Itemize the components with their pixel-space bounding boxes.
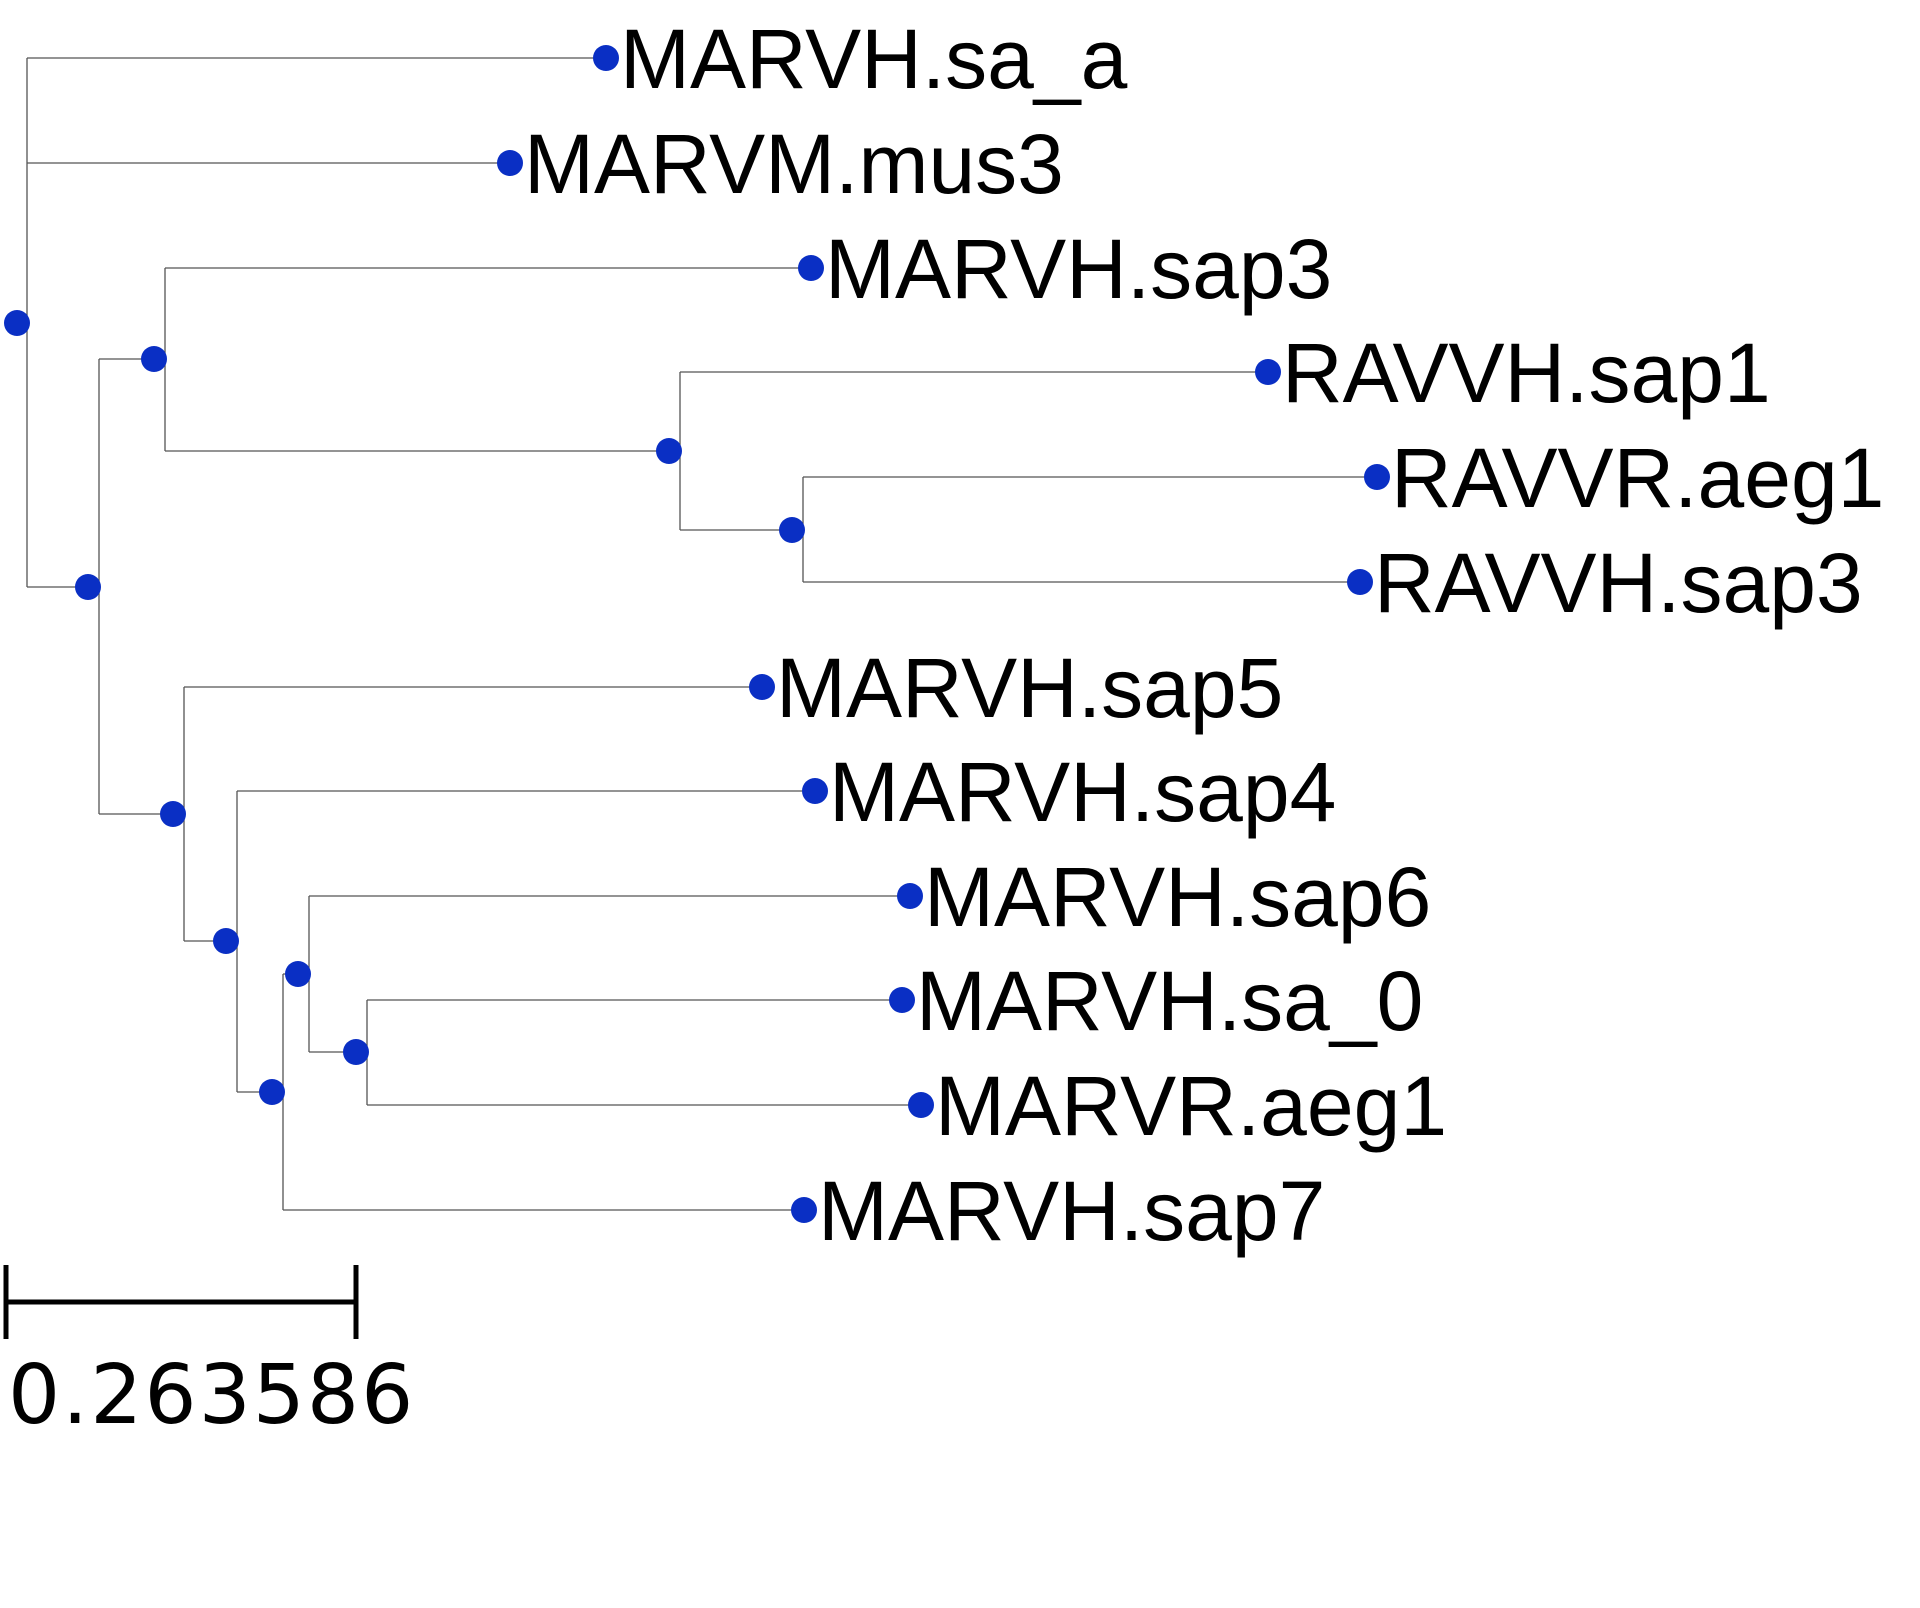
leaf-label: MARVH.sa_a: [620, 12, 1128, 106]
leaf-node-dot: [1255, 359, 1281, 385]
leaf-node-dot: [1347, 569, 1373, 595]
leaf-label: MARVH.sap7: [818, 1164, 1325, 1258]
leaf-node-dot: [749, 674, 775, 700]
internal-node-dot: [4, 310, 30, 336]
leaf-label: RAVVH.sap1: [1282, 326, 1771, 420]
leaf-node-dot: [897, 883, 923, 909]
leaf-label: MARVM.mus3: [524, 117, 1064, 211]
internal-node-dot: [160, 801, 186, 827]
leaf-label: RAVVR.aeg1: [1391, 431, 1884, 525]
leaf-node-dot: [802, 778, 828, 804]
internal-node-dot: [75, 574, 101, 600]
scale-bar-label: 0.263586: [8, 1348, 415, 1443]
leaf-node-dot: [497, 150, 523, 176]
internal-node-dot: [141, 346, 167, 372]
leaf-node-dot: [791, 1197, 817, 1223]
leaf-node-dot: [908, 1092, 934, 1118]
leaf-node-dot: [798, 255, 824, 281]
internal-node-dot: [656, 438, 682, 464]
leaf-node-dot: [889, 987, 915, 1013]
leaf-labels: MARVH.sa_a MARVM.mus3 MARVH.sap3 RAVVH.sap1…: [524, 12, 1884, 1258]
leaf-label: MARVH.sap4: [829, 745, 1336, 839]
internal-node-dot: [213, 928, 239, 954]
leaf-label: MARVR.aeg1: [935, 1059, 1447, 1153]
leaf-node-dot: [593, 45, 619, 71]
leaf-label: MARVH.sa_0: [916, 954, 1423, 1048]
internal-node-dot: [259, 1079, 285, 1105]
leaf-label: MARVH.sap3: [825, 222, 1332, 316]
leaf-label: MARVH.sap6: [924, 850, 1431, 944]
internal-node-dot: [285, 961, 311, 987]
internal-node-dot: [779, 517, 805, 543]
leaf-label: RAVVH.sap3: [1374, 536, 1863, 630]
internal-node-dot: [343, 1039, 369, 1065]
leaf-label: MARVH.sap5: [776, 641, 1283, 735]
leaf-node-dot: [1364, 464, 1390, 490]
tree-nodes: [4, 45, 1390, 1223]
scale-bar: 0.263586: [3, 1265, 415, 1443]
